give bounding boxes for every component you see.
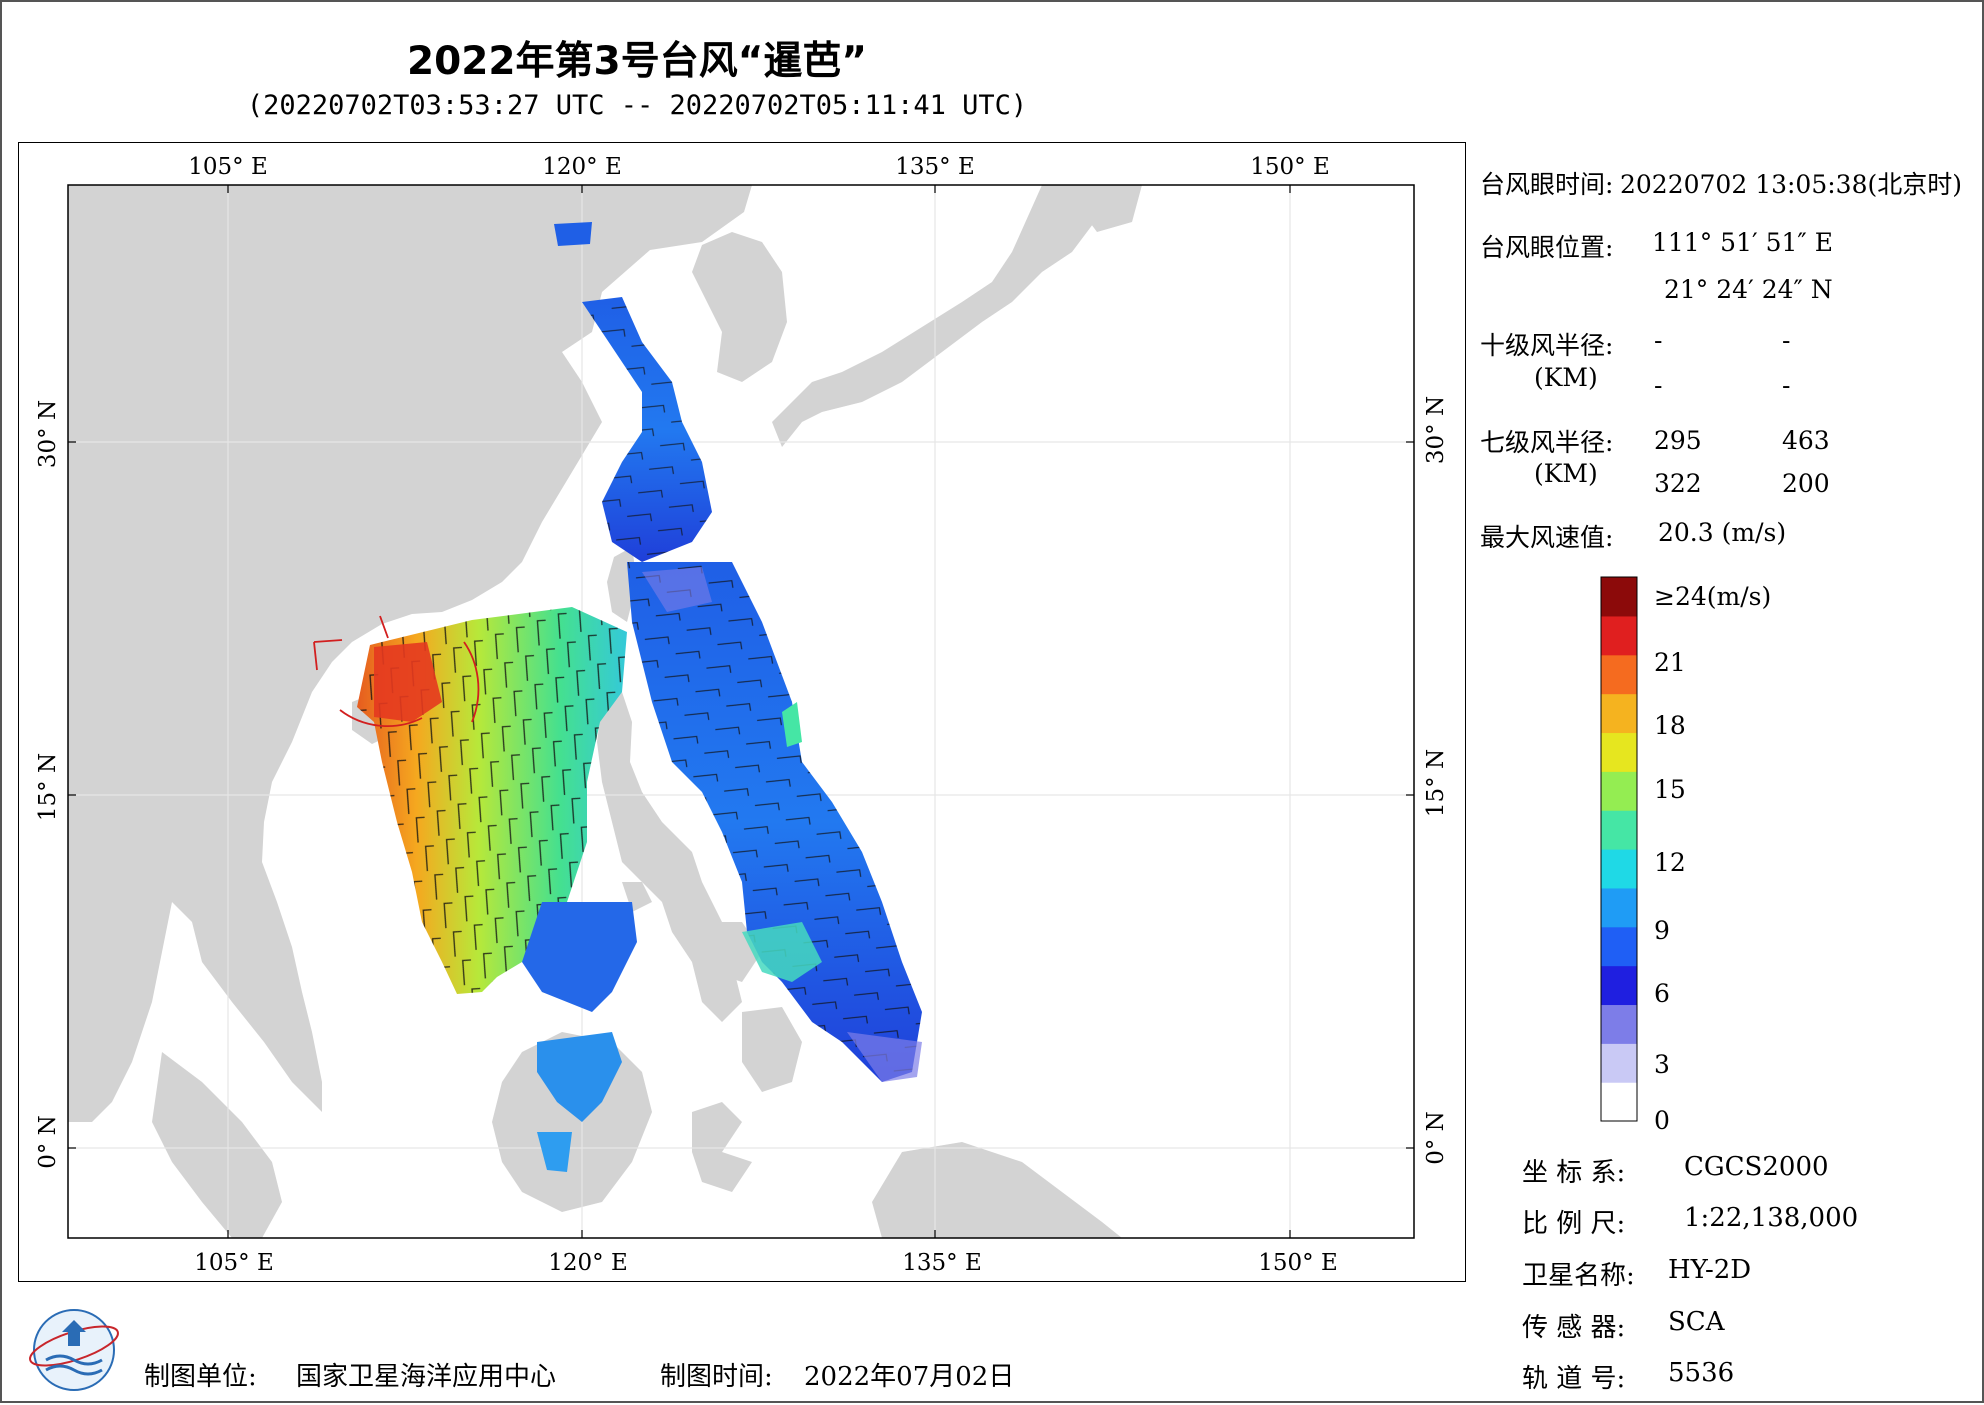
r10-value-2: - <box>1782 326 1791 355</box>
colorbar-segment <box>1601 965 1637 1006</box>
org-label: 制图单位: <box>144 1362 257 1392</box>
eye-lat: 21° 24′ 24″ N <box>1664 275 1833 304</box>
lon-tick-bottom-150: 150° E <box>1258 1250 1338 1276</box>
colorbar-label-6: 6 <box>1654 979 1670 1008</box>
map-title: 2022年第3号台风“暹芭” <box>407 39 867 84</box>
map-frame <box>18 142 1466 1282</box>
lat-tick-left-30: 30° N <box>35 399 61 469</box>
colorbar-label-18: 18 <box>1654 711 1686 740</box>
crs-label: 坐 标 系: <box>1522 1158 1626 1188</box>
colorbar-segment <box>1601 732 1637 772</box>
lat-tick-right-0: 0° N <box>1423 1111 1449 1165</box>
lon-tick-bottom-120: 120° E <box>548 1250 628 1276</box>
colorbar-segment <box>1601 1004 1637 1044</box>
colorbar-segment <box>1601 654 1637 695</box>
colorbar-label-9: 9 <box>1654 916 1670 945</box>
lat-tick-right-30: 30° N <box>1423 395 1449 465</box>
r10-unit: (KM) <box>1534 363 1598 392</box>
colorbar-border <box>1600 576 1638 1122</box>
colorbar-segment <box>1601 693 1637 734</box>
colorbar-label-0: 0 <box>1654 1106 1670 1135</box>
sensor-label: 传 感 器: <box>1522 1313 1626 1343</box>
r10-value-1: - <box>1654 326 1663 355</box>
orbit-label: 轨 道 号: <box>1522 1364 1626 1394</box>
colorbar-label-21: 21 <box>1654 648 1686 677</box>
colorbar <box>1600 576 1638 1122</box>
colorbar-segment <box>1601 577 1637 617</box>
date-label: 制图时间: <box>660 1362 773 1392</box>
scale-value: 1:22,138,000 <box>1684 1203 1859 1233</box>
colorbar-label-15: 15 <box>1654 775 1686 804</box>
lon-tick-bottom-105: 105° E <box>194 1250 274 1276</box>
max-wind-value: 20.3 (m/s) <box>1658 518 1787 547</box>
max-wind-label: 最大风速值: <box>1480 523 1614 552</box>
colorbar-segment <box>1601 1082 1637 1122</box>
satellite-label: 卫星名称: <box>1522 1261 1635 1291</box>
scale-label: 比 例 尺: <box>1522 1209 1626 1239</box>
r10-value-3: - <box>1654 371 1663 400</box>
r10-value-4: - <box>1782 371 1791 400</box>
colorbar-segment <box>1601 887 1637 928</box>
sensor-value: SCA <box>1668 1307 1725 1337</box>
colorbar-label-24: ≥24(m/s) <box>1654 582 1772 611</box>
lat-tick-left-15: 15° N <box>35 752 61 822</box>
colorbar-segment <box>1601 615 1637 656</box>
colorbar-segment <box>1601 849 1637 889</box>
lon-tick-bottom-135: 135° E <box>902 1250 982 1276</box>
r7-value-2: 463 <box>1782 426 1830 455</box>
colorbar-segment <box>1601 810 1637 850</box>
eye-time-label: 台风眼时间: <box>1480 170 1614 199</box>
orbit-value: 5536 <box>1668 1358 1735 1388</box>
r7-label: 七级风半径: <box>1480 428 1614 457</box>
lon-tick-top-105: 105° E <box>188 154 268 180</box>
nsoas-logo-icon <box>29 1309 119 1391</box>
colorbar-label-12: 12 <box>1654 848 1686 877</box>
lon-tick-top-135: 135° E <box>895 154 975 180</box>
colorbar-label-3: 3 <box>1654 1050 1670 1079</box>
eye-pos-label: 台风眼位置: <box>1480 233 1614 262</box>
lat-tick-left-0: 0° N <box>35 1115 61 1169</box>
r7-value-3: 322 <box>1654 469 1702 498</box>
r7-unit: (KM) <box>1534 459 1598 488</box>
date-value: 2022年07月02日 <box>804 1362 1015 1392</box>
colorbar-segment <box>1601 1043 1637 1083</box>
lon-tick-top-150: 150° E <box>1250 154 1330 180</box>
colorbar-segment <box>1601 926 1637 967</box>
r7-value-1: 295 <box>1654 426 1702 455</box>
lat-tick-right-15: 15° N <box>1423 748 1449 818</box>
satellite-value: HY-2D <box>1668 1255 1752 1285</box>
eye-lon: 111° 51′ 51″ E <box>1652 228 1833 257</box>
r10-label: 十级风半径: <box>1480 331 1614 360</box>
org-value: 国家卫星海洋应用中心 <box>296 1362 557 1392</box>
lon-tick-top-120: 120° E <box>542 154 622 180</box>
eye-time-value: 20220702 13:05:38(北京时) <box>1620 170 1962 199</box>
crs-value: CGCS2000 <box>1684 1152 1829 1182</box>
map-subtitle: (20220702T03:53:27 UTC -- 20220702T05:11… <box>246 90 1028 121</box>
colorbar-segment <box>1601 771 1637 811</box>
r7-value-4: 200 <box>1782 469 1830 498</box>
